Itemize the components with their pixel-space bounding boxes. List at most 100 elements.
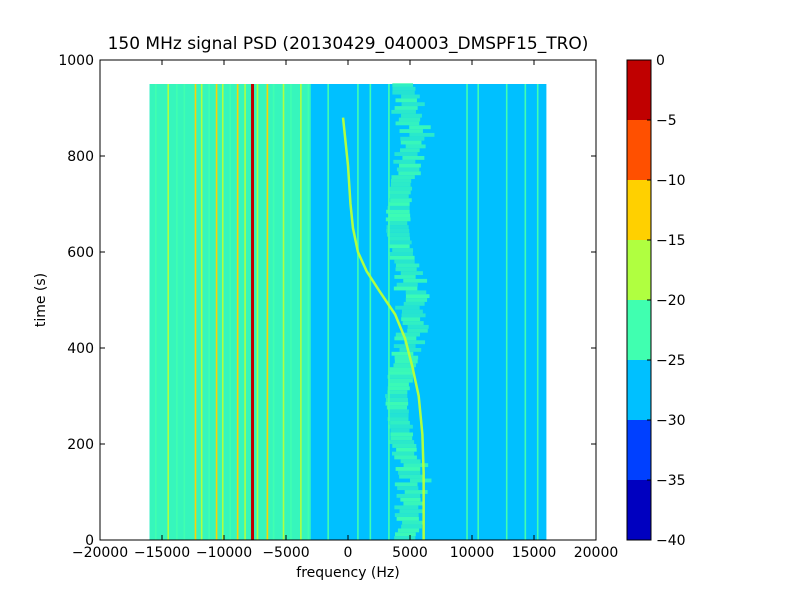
- noise-band-segment: [395, 332, 420, 337]
- noise-band-segment: [394, 355, 419, 360]
- noise-band-segment: [399, 129, 423, 133]
- colorbar-segment: [627, 420, 651, 480]
- noise-band-segment: [396, 516, 419, 521]
- x-tick-label: 5000: [392, 545, 428, 561]
- noise-band-segment: [391, 109, 416, 114]
- noise-band-segment: [390, 428, 410, 433]
- noise-band-segment: [401, 309, 423, 314]
- carrier-line: [244, 84, 246, 540]
- noise-band-segment: [399, 163, 421, 168]
- noise-band-segment: [405, 294, 430, 299]
- colorbar-segment: [627, 120, 651, 180]
- noise-band-segment: [394, 106, 418, 110]
- carrier-line: [266, 84, 269, 540]
- noise-band-segment: [394, 536, 416, 540]
- noise-band-segment: [391, 175, 415, 180]
- noise-band-segment: [398, 470, 421, 475]
- carrier-line: [327, 84, 329, 540]
- noise-band-segment: [388, 244, 410, 249]
- noise-band-segment: [392, 444, 417, 448]
- y-axis: 0 200 400 600 800 1000: [58, 53, 596, 549]
- carrier-line: [200, 84, 203, 540]
- carrier-line: [183, 84, 186, 540]
- noise-band-segment: [387, 386, 410, 391]
- noise-band-segment: [404, 490, 428, 494]
- noise-band-segment: [388, 202, 410, 206]
- noise-band-segment: [389, 371, 414, 375]
- noise-band-segment: [387, 374, 414, 379]
- noise-band-segment: [394, 359, 418, 364]
- noise-band-segment: [393, 159, 416, 164]
- noise-band-segment: [392, 451, 415, 456]
- noise-band-segment: [401, 524, 422, 529]
- noise-band-segment: [396, 167, 420, 172]
- noise-band-segment: [405, 290, 427, 295]
- noise-band-segment: [393, 344, 416, 348]
- y-tick-label: 1000: [58, 53, 94, 69]
- noise-band-segment: [390, 432, 414, 437]
- noise-band-segment: [405, 298, 428, 302]
- noise-band-segment: [409, 125, 431, 130]
- noise-band-segment: [388, 213, 411, 218]
- noise-band-segment: [394, 455, 417, 460]
- carrier-line: [194, 84, 197, 540]
- noise-band-segment: [405, 144, 426, 149]
- carrier-line: [505, 84, 508, 540]
- noise-band-segment: [388, 382, 409, 387]
- noise-band-segment: [388, 240, 412, 245]
- noise-band-segment: [388, 409, 409, 414]
- noise-band-segment: [387, 205, 410, 210]
- noise-band-segment: [396, 493, 421, 498]
- noise-band-segment: [394, 513, 419, 517]
- carrier-line: [536, 84, 539, 540]
- carrier-line: [229, 84, 231, 540]
- noise-band-segment: [389, 367, 415, 372]
- carrier-line: [357, 84, 359, 540]
- noise-band-segment: [395, 267, 417, 272]
- noise-band-segment: [403, 301, 425, 306]
- noise-band-segment: [386, 405, 408, 410]
- noise-band-segment: [410, 478, 432, 483]
- carrier-line: [477, 84, 479, 540]
- colorbar-segment: [627, 240, 651, 300]
- colorbar-segment: [627, 360, 651, 420]
- carrier-line: [369, 84, 372, 540]
- noise-band-segment: [385, 401, 409, 406]
- colorbar-tick-label: −15: [656, 233, 686, 249]
- colorbar-tick-label: −35: [656, 473, 686, 489]
- carrier-line: [236, 84, 239, 540]
- noise-band-segment: [400, 136, 425, 141]
- noise-band-segment: [395, 263, 420, 268]
- colorbar-segment: [627, 180, 651, 240]
- noise-band-segment: [389, 440, 415, 444]
- noise-band-segment: [402, 520, 424, 525]
- colorbar-segment: [627, 60, 651, 120]
- colorbar-tick-label: 0: [656, 53, 665, 69]
- noise-band-segment: [396, 447, 417, 452]
- y-tick-label: 600: [67, 245, 94, 261]
- noise-band-segment: [388, 424, 413, 429]
- noise-band-segment: [396, 282, 418, 287]
- colorbar-tick-label: −40: [656, 533, 686, 549]
- noise-band-segment: [400, 459, 421, 464]
- drifting-carrier: [341, 117, 425, 540]
- noise-band-segment: [394, 152, 418, 156]
- noise-band-segment: [388, 194, 409, 199]
- noise-band-segment: [389, 190, 411, 195]
- carrier-line: [176, 84, 178, 540]
- noise-band-segment: [386, 232, 410, 237]
- noise-band-segment: [399, 348, 422, 352]
- noise-band-segment: [393, 286, 418, 291]
- noise-band-segment: [401, 313, 426, 318]
- carrier-line: [208, 84, 210, 540]
- noise-band-segment: [392, 83, 414, 87]
- noise-band-segment: [398, 117, 421, 122]
- x-tick-label: 10000: [450, 545, 495, 561]
- noise-band-segment: [402, 321, 424, 325]
- noise-band-segment: [388, 413, 409, 418]
- colorbar-tick-label: −5: [656, 113, 677, 129]
- carrier-line: [272, 84, 275, 540]
- noise-band-segment: [395, 121, 420, 126]
- x-tick-label: −15000: [134, 545, 190, 561]
